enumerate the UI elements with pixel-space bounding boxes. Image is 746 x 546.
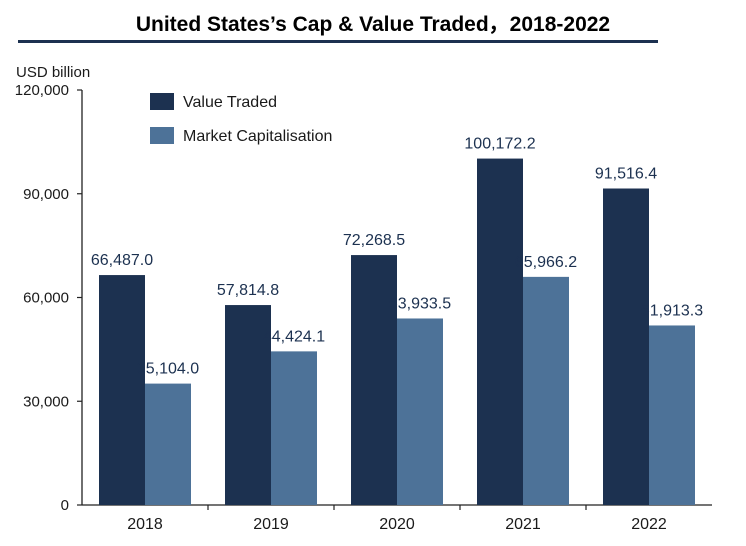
market-cap-bar (271, 351, 317, 505)
market-cap-bar (523, 276, 569, 505)
value-traded-bar (99, 275, 145, 505)
y-tick-label: 90,000 (23, 186, 69, 203)
y-tick-label: 30,000 (23, 393, 69, 410)
data-labels: 66,487.0 35,104.0 57,814.8 44,424.1 72,268.5… (91, 136, 703, 378)
market-cap-data-label: 53,933.5 (389, 295, 451, 312)
market-cap-bar (145, 383, 191, 505)
title-underline (18, 40, 658, 43)
x-tick-label: 2021 (505, 516, 541, 533)
y-tick-label: 120,000 (15, 82, 69, 99)
value-traded-data-label: 72,268.5 (343, 232, 405, 249)
market-cap-data-label: 51,913.3 (641, 302, 703, 319)
value-traded-bar (477, 158, 523, 505)
value-traded-data-label: 91,516.4 (595, 166, 657, 183)
legend: Value Traded Market Capitalisation (150, 93, 332, 145)
y-axis-label: USD billion (16, 64, 90, 81)
value-traded-data-label: 66,487.0 (91, 252, 153, 269)
legend-swatch-market-cap (150, 127, 174, 144)
y-tick-label: 60,000 (23, 290, 69, 307)
x-tick-label: 2019 (253, 516, 289, 533)
market-cap-data-label: 44,424.1 (263, 328, 325, 345)
value-traded-bar (225, 305, 271, 505)
legend-swatch-value-traded (150, 93, 174, 110)
x-tick-label: 2020 (379, 516, 415, 533)
market-cap-data-label: 65,966.2 (515, 254, 577, 271)
bars (99, 158, 695, 505)
chart-title: United States’s Cap & Value Traded，2018-… (135, 13, 611, 36)
axes: 0 30,000 60,000 90,000 120,000 2018 2019 2020 20… (15, 82, 712, 533)
y-tick-label: 0 (61, 497, 69, 514)
x-tick-label: 2018 (127, 516, 163, 533)
market-cap-data-label: 35,104.0 (137, 361, 199, 378)
value-traded-bar (603, 188, 649, 505)
value-traded-data-label: 57,814.8 (217, 282, 279, 299)
x-tick-label: 2022 (631, 516, 667, 533)
legend-label-market-cap: Market Capitalisation (183, 128, 332, 145)
legend-label-value-traded: Value Traded (183, 94, 277, 111)
market-cap-bar (649, 325, 695, 505)
value-traded-bar (351, 255, 397, 505)
value-traded-data-label: 100,172.2 (464, 136, 535, 153)
market-cap-bar (397, 318, 443, 505)
